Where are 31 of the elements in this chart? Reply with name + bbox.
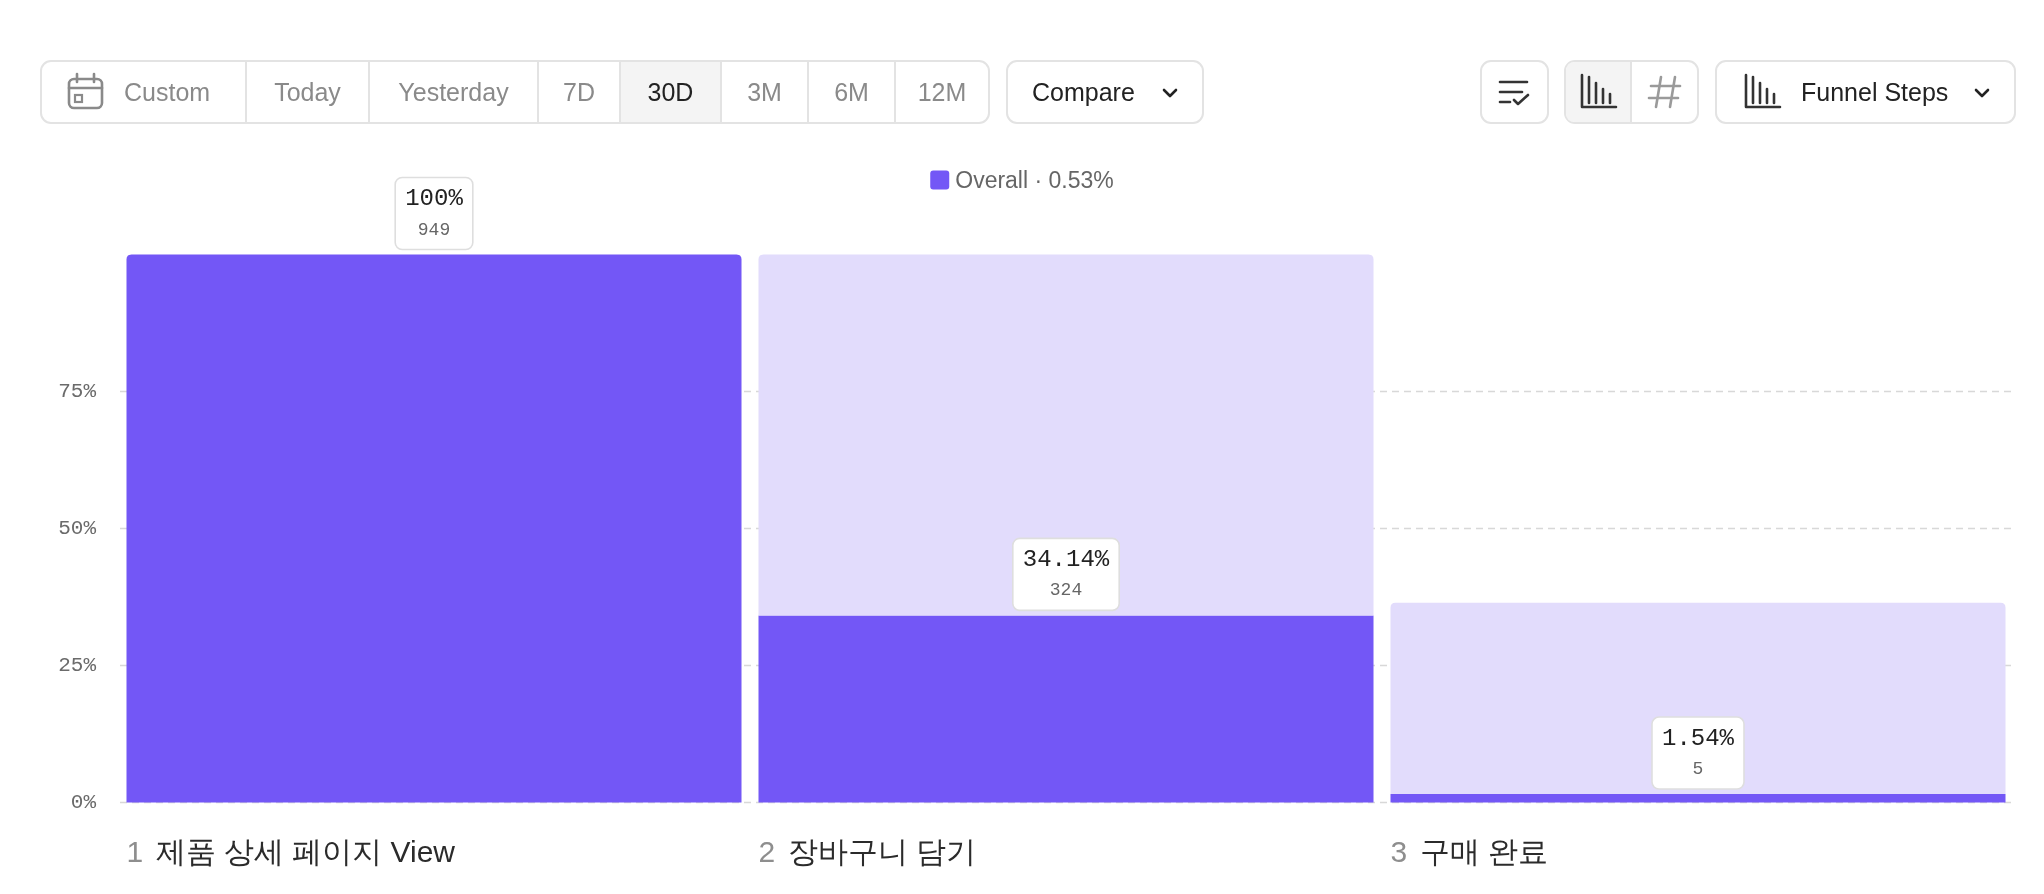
text: Today	[274, 78, 342, 106]
data-label: 100%	[405, 185, 464, 212]
text: Custom	[124, 78, 211, 106]
data-label: 100% 949	[394, 176, 474, 251]
bar	[1390, 602, 2006, 795]
text: Compare	[1032, 78, 1135, 106]
y-tick-label: 50%	[58, 517, 97, 540]
data-label: 34.14%	[1022, 545, 1110, 573]
text: Funnel Steps	[1801, 78, 1949, 106]
data-label: 1.54% 5	[1651, 716, 1745, 790]
legend: Overall · 0.53%	[930, 167, 1114, 193]
text: 7D	[563, 78, 595, 106]
data-label: 1.54%	[1661, 724, 1735, 752]
x-tick-label: 2 장바구니 담기	[758, 834, 976, 868]
data-label: 34.14% 324	[1012, 537, 1120, 612]
annotation: 5	[1692, 759, 1704, 780]
text: 6M	[834, 78, 869, 106]
y-tick-label: 75%	[58, 380, 97, 403]
annotation: 324	[1049, 580, 1083, 601]
bar	[758, 254, 1374, 616]
text: Yesterday	[398, 78, 510, 106]
bar	[758, 615, 1374, 803]
bar	[1390, 794, 2006, 803]
text: 3M	[747, 78, 782, 106]
text: 12M	[917, 78, 967, 106]
y-tick-label: 0%	[70, 791, 97, 814]
text: 30D	[647, 78, 694, 106]
x-tick-label: 1 제품 상세 페이지 View	[126, 834, 456, 868]
bar	[126, 254, 742, 803]
y-tick-label: 25%	[58, 654, 97, 677]
x-tick-label: 3 구매 완료	[1390, 834, 1548, 868]
